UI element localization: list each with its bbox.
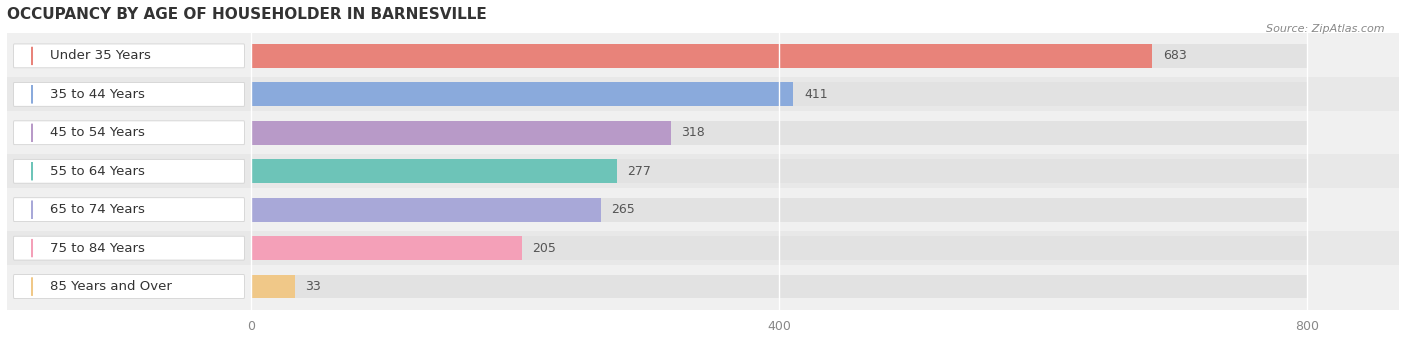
Text: 205: 205 bbox=[531, 242, 555, 255]
Text: 33: 33 bbox=[305, 280, 321, 293]
Bar bbox=[252, 198, 600, 222]
Text: Source: ZipAtlas.com: Source: ZipAtlas.com bbox=[1267, 24, 1385, 34]
Text: 277: 277 bbox=[627, 165, 651, 178]
FancyBboxPatch shape bbox=[14, 121, 245, 145]
Bar bbox=[252, 121, 1306, 145]
Text: 45 to 54 Years: 45 to 54 Years bbox=[51, 126, 145, 139]
FancyBboxPatch shape bbox=[14, 236, 245, 260]
Bar bbox=[252, 159, 617, 183]
Bar bbox=[7, 154, 1399, 188]
Text: 265: 265 bbox=[612, 203, 636, 216]
Bar bbox=[252, 44, 1153, 68]
Text: 683: 683 bbox=[1163, 49, 1187, 63]
FancyBboxPatch shape bbox=[14, 159, 245, 183]
Text: 318: 318 bbox=[682, 126, 704, 139]
Text: 411: 411 bbox=[804, 88, 828, 101]
Text: OCCUPANCY BY AGE OF HOUSEHOLDER IN BARNESVILLE: OCCUPANCY BY AGE OF HOUSEHOLDER IN BARNE… bbox=[7, 7, 486, 22]
Bar bbox=[252, 82, 1306, 106]
Bar bbox=[7, 116, 1399, 150]
Bar bbox=[7, 231, 1399, 265]
Text: 85 Years and Over: 85 Years and Over bbox=[51, 280, 173, 293]
FancyBboxPatch shape bbox=[14, 82, 245, 106]
Bar bbox=[252, 275, 1306, 299]
Text: 35 to 44 Years: 35 to 44 Years bbox=[51, 88, 145, 101]
Bar bbox=[252, 236, 522, 260]
Bar bbox=[252, 236, 1306, 260]
Bar bbox=[7, 78, 1399, 111]
Bar bbox=[252, 159, 1306, 183]
Text: Under 35 Years: Under 35 Years bbox=[51, 49, 152, 63]
FancyBboxPatch shape bbox=[14, 44, 245, 68]
Text: 65 to 74 Years: 65 to 74 Years bbox=[51, 203, 145, 216]
Bar bbox=[7, 270, 1399, 304]
Bar bbox=[252, 82, 793, 106]
Text: 75 to 84 Years: 75 to 84 Years bbox=[51, 242, 145, 255]
Bar bbox=[7, 193, 1399, 226]
Bar bbox=[252, 44, 1306, 68]
Bar bbox=[252, 121, 671, 145]
FancyBboxPatch shape bbox=[14, 198, 245, 222]
Text: 55 to 64 Years: 55 to 64 Years bbox=[51, 165, 145, 178]
FancyBboxPatch shape bbox=[14, 275, 245, 299]
Bar bbox=[7, 39, 1399, 73]
Bar bbox=[252, 275, 295, 299]
Bar bbox=[252, 198, 1306, 222]
